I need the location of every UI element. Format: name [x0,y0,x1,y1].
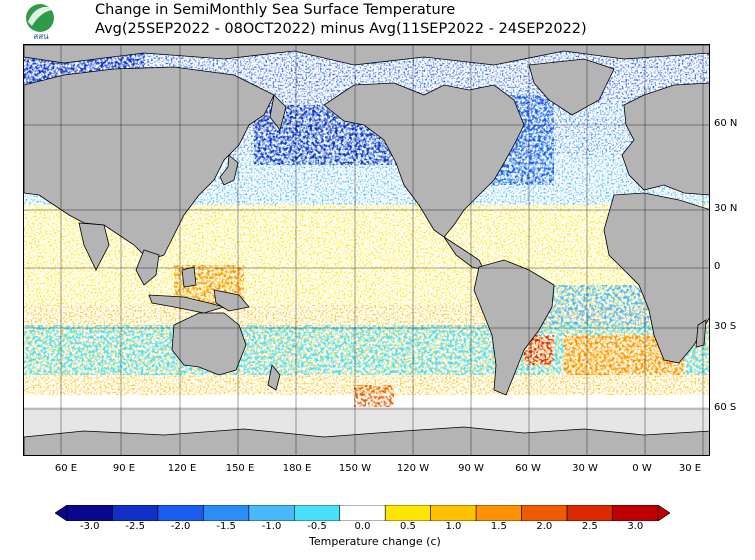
colorbar-arrow-low [54,504,68,522]
graticule [24,45,709,455]
colorbar-segment [339,504,386,522]
colorbar-tick-label: -1.0 [261,521,282,532]
land-masses [24,45,709,455]
organization-logo: สสน [18,2,64,42]
colorbar-tick-label: 2.0 [536,521,553,532]
colorbar-arrow-high [657,504,671,522]
colorbar-segment [475,504,522,522]
colorbar-segment [248,504,295,522]
lon-label-150e: 150 E [225,463,255,474]
colorbar-segment [157,504,204,522]
colorbar-tick-label: 0.0 [354,521,371,532]
colorbar-tick-label: -2.0 [170,521,191,532]
colorbar-tick-label: 0.5 [400,521,416,532]
lat-label-60n: 60 N [714,118,738,129]
colorbar-tick-label: -2.5 [125,521,145,532]
lon-label-60e: 60 E [54,463,78,474]
colorbar-segment [430,504,477,522]
lon-label-180e: 180 E [282,463,312,474]
lat-label-eq: 0 [714,261,721,272]
lon-label-90e: 90 E [112,463,136,474]
colorbar-tick-label: 1.0 [445,521,462,532]
colorbar-segment [294,504,341,522]
colorbar-segment [612,504,659,522]
colorbar-segment [66,504,113,522]
colorbar-segment [521,504,568,522]
temperature-colorbar [54,504,671,522]
colorbar-segment [203,504,250,522]
lat-label-60s: 60 S [714,402,737,413]
lon-label-150w: 150 W [338,463,372,474]
map-subtitle: Avg(25SEP2022 - 08OCT2022) minus Avg(11S… [95,21,587,37]
sst-change-map [23,44,710,456]
colorbar-segment [384,504,431,522]
colorbar-tick-label: 2.5 [581,521,598,532]
lon-label-60w: 60 W [515,463,541,474]
colorbar-segment [112,504,159,522]
colorbar-tick-label: 3.0 [627,521,644,532]
lon-label-30w: 30 W [572,463,598,474]
lon-label-120e: 120 E [167,463,197,474]
lon-label-0w: 0 W [632,463,652,474]
colorbar-tick-label: -0.5 [307,521,327,532]
colorbar-tick-label: 1.5 [490,521,507,532]
lon-label-120w: 120 W [396,463,430,474]
map-title: Change in SemiMonthly Sea Surface Temper… [95,2,456,18]
logo-text: สสน [33,32,49,41]
lon-label-90w: 90 W [458,463,484,474]
lon-label-30e: 30 E [678,463,702,474]
lat-label-30n: 30 N [714,203,738,214]
colorbar-segment [566,504,613,522]
lat-label-30s: 30 S [714,321,737,332]
colorbar-tick-label: -1.5 [216,521,236,532]
colorbar-tick-label: -3.0 [79,521,100,532]
colorbar-title: Temperature change (c) [309,535,441,548]
